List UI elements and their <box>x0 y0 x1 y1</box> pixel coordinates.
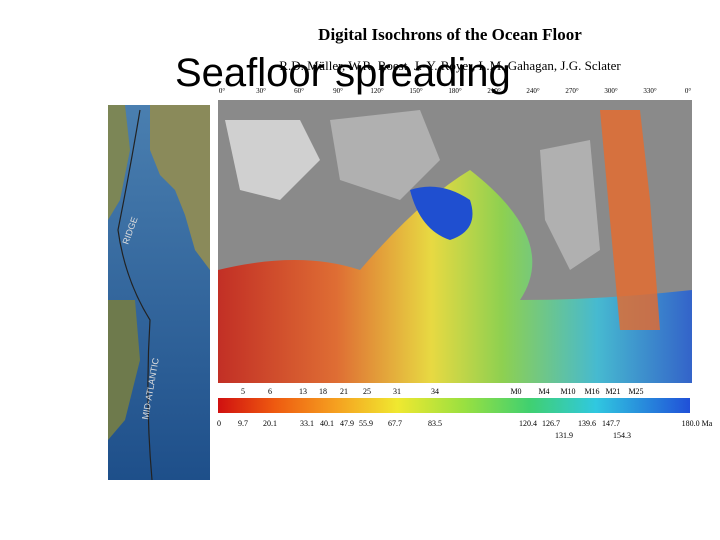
age-label: 67.7 <box>388 419 402 428</box>
map-title: Digital Isochrons of the Ocean Floor <box>318 25 582 44</box>
longitude-label: 60° <box>294 87 304 95</box>
age-label: 131.9 <box>555 431 573 440</box>
continent <box>330 110 440 200</box>
chron-label: 13 <box>299 387 307 396</box>
longitude-label: 210° <box>487 87 501 95</box>
ocean-crust <box>218 170 692 383</box>
longitude-label: 90° <box>333 87 343 95</box>
longitude-label: 30° <box>256 87 266 95</box>
age-label: 9.7 <box>238 419 248 428</box>
atlantic-crust <box>600 110 660 330</box>
ridge-line <box>117 109 153 481</box>
chron-label: 21 <box>340 387 348 396</box>
longitude-label: 0° <box>219 87 226 95</box>
chron-label: M4 <box>538 387 549 396</box>
slide-title: Seafloor spreading <box>175 51 511 95</box>
atlantic-map: RIDGE MID-ATLANTIC <box>108 105 210 481</box>
longitude-label: 180° <box>448 87 462 95</box>
age-label: 20.1 <box>263 419 277 428</box>
longitude-label: 120° <box>370 87 384 95</box>
longitude-labels: 0° 30° 60° 90° 120° 150° 180° 210° 240° … <box>219 87 692 95</box>
chron-label: 5 <box>241 387 245 396</box>
chron-label: 25 <box>363 387 371 396</box>
chron-label: 31 <box>393 387 401 396</box>
chron-label: M25 <box>628 387 643 396</box>
age-label: 180.0 Ma <box>682 419 713 428</box>
longitude-label: 300° <box>604 87 618 95</box>
isochron-map <box>218 100 692 383</box>
chron-label: M21 <box>605 387 620 396</box>
color-bar <box>218 398 690 413</box>
age-label: 0 <box>217 419 221 428</box>
pacific-old-crust <box>410 186 473 240</box>
age-label: 139.6 <box>578 419 596 428</box>
longitude-label: 270° <box>565 87 579 95</box>
age-label: 47.9 <box>340 419 354 428</box>
chron-labels: 5 6 13 18 21 25 31 34 M0 M4 M10 M16 M21 … <box>241 387 644 396</box>
south-america <box>108 300 140 440</box>
age-label: 33.1 <box>300 419 314 428</box>
age-label: 120.4 <box>519 419 537 428</box>
longitude-label: 330° <box>643 87 657 95</box>
longitude-label: 150° <box>409 87 423 95</box>
africa-europe <box>150 105 210 270</box>
longitude-label: 0° <box>685 87 692 95</box>
continent <box>540 140 600 270</box>
chron-label: M10 <box>560 387 575 396</box>
age-label: 55.9 <box>359 419 373 428</box>
chron-label: M0 <box>510 387 521 396</box>
age-labels: 0 9.7 20.1 33.1 40.1 47.9 55.9 67.7 83.5… <box>217 419 713 440</box>
longitude-label: 240° <box>526 87 540 95</box>
chron-label: 18 <box>319 387 327 396</box>
chron-label: 34 <box>431 387 439 396</box>
age-label: 40.1 <box>320 419 334 428</box>
chron-label: 6 <box>268 387 272 396</box>
age-label: 154.3 <box>613 431 631 440</box>
north-america <box>108 105 130 220</box>
age-label: 126.7 <box>542 419 560 428</box>
continent <box>225 120 320 200</box>
map-authors: R.D. Müller, W.R. Roest, J.-Y. Royer, L.… <box>279 58 621 73</box>
age-label: 83.5 <box>428 419 442 428</box>
age-label: 147.7 <box>602 419 620 428</box>
chron-label: M16 <box>584 387 599 396</box>
